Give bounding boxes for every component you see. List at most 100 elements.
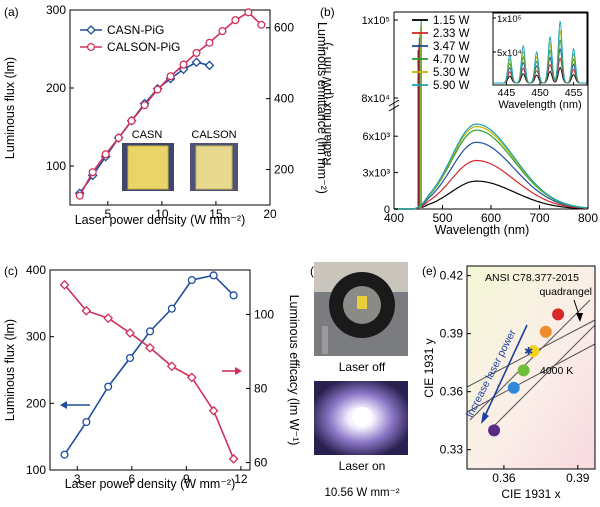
cct-label: 4000 K: [540, 365, 573, 377]
panel-c-axis-arrows: [60, 367, 242, 409]
e-ytick-label: 0.39: [440, 327, 464, 341]
ansi-quadrangle: [466, 299, 596, 426]
a-point-circle: [140, 101, 149, 110]
a-ytick-label: 300: [46, 3, 66, 17]
c-point-diamond: [208, 405, 219, 416]
c-point-circle: [167, 304, 176, 313]
panel-e-xlabel: CIE 1931 x: [501, 487, 560, 501]
b-xtick-label: 600: [481, 211, 501, 225]
quadrangle-label: quadrangel: [539, 286, 592, 298]
panel-e: (e) 0.36 0.390.330.360.390.42 increase la…: [422, 264, 596, 501]
a-xtick-label: 10: [155, 207, 169, 221]
e-chromaticity-point: [527, 345, 540, 358]
c-point-circle: [125, 353, 135, 363]
b-inset-line: [493, 66, 587, 84]
a-point-diamond: [204, 60, 215, 71]
a-xtick-label: 15: [209, 207, 223, 221]
a-legend-marker: [86, 42, 96, 52]
c-y2tick-label: 80: [254, 382, 268, 396]
b-spectrum-line: [394, 180, 588, 210]
a-point-circle: [114, 133, 123, 142]
a-point-circle: [75, 191, 84, 200]
a-point-circle: [244, 8, 253, 17]
c-y2tick-label: 100: [254, 307, 274, 321]
b-xtick-label: 500: [432, 211, 452, 225]
panel-b-tag: (b): [320, 5, 335, 19]
a-legend-label: CALSON-PiG: [107, 40, 180, 54]
b-ytick-label: 3x10³: [362, 168, 390, 180]
panel-b-legend: 1.15 W2.33 W3.47 W4.70 W5.30 W5.90 W: [412, 15, 470, 92]
panel-c-frame: [49, 269, 251, 471]
e-ytick-label: 0.33: [440, 443, 464, 457]
b-spectrum-line: [394, 159, 589, 210]
b-inset-line: [493, 20, 587, 84]
e-ytick-label: 0.42: [440, 269, 464, 283]
a-point-circle: [127, 116, 136, 125]
panel-a-frame: [69, 9, 271, 206]
b-xtick-label: 800: [578, 211, 598, 225]
a-point-circle: [231, 16, 240, 25]
e-chromaticity-point: [539, 325, 552, 338]
c-xtick-label: 12: [234, 472, 248, 486]
ansi-label: ANSI C78.377-2015: [485, 272, 579, 284]
panel-c-tag: (c): [4, 264, 18, 278]
c-point-circle: [82, 417, 91, 427]
b-xtick-label: 400: [384, 211, 404, 225]
b-inset-xtick-label: 450: [531, 87, 549, 99]
c-series-line: [63, 274, 235, 456]
b-inset-xlabel: Wavelength (nm): [498, 99, 581, 111]
c-point-circle: [145, 327, 155, 336]
b-legend-label: 1.15 W: [433, 15, 470, 27]
b-xtick-label: 700: [529, 211, 549, 225]
panel-a-ylabel: Luminous flux (lm): [3, 57, 17, 159]
photo-label-casn: CASN: [132, 129, 163, 141]
b-legend-label: 4.70 W: [433, 54, 470, 66]
a-ytick-label: 200: [46, 81, 66, 95]
b-ytick-upper-label: 1x10⁵: [362, 15, 390, 27]
a-point-circle: [192, 48, 201, 57]
power-density-caption: 10.56 W mm⁻²: [324, 487, 399, 499]
laser-off-label: Laser off: [339, 360, 386, 374]
laser-on-label: Laser on: [339, 459, 386, 473]
c-xtick-label: 6: [128, 472, 135, 486]
arrow-head-icon: [481, 412, 489, 424]
c-point-diamond: [125, 328, 135, 338]
c-point-circle: [187, 275, 196, 285]
b-inset-xtick-label: 455: [565, 87, 583, 99]
a-legend-marker: [86, 25, 96, 35]
panel-e-tag: (e): [422, 264, 437, 278]
a-xtick-label: 20: [263, 207, 277, 221]
panel-c: (c) 3 6 9 12 100 200 300 400 60 80 100 Laser power…: [3, 263, 301, 491]
a-y2tick-label: 600: [274, 21, 294, 35]
quad-pointer-icon: [576, 313, 583, 322]
panel-c-y2label: Luminous efficacy (lm W⁻¹): [287, 295, 301, 446]
a-point-circle: [257, 20, 266, 29]
e-chromaticity-point: [507, 381, 520, 394]
a-point-circle: [88, 168, 97, 177]
b-inset-ytick-label: 1x10⁵: [497, 14, 522, 25]
e-chromaticity-point: [552, 308, 565, 321]
panel-b: (b) 400 500 600 700 800 0 3x10³ 6x10³ 8x10⁴ 1x10⁵…: [320, 5, 598, 237]
e-xtick-label: 0.39: [566, 471, 590, 485]
c-point-diamond: [59, 279, 70, 290]
c-point-diamond: [81, 305, 92, 316]
b-ytick-upper-label: 8x10⁴: [361, 93, 390, 105]
b-legend-label: 2.33 W: [433, 28, 470, 40]
panel-d: (d) Laser off Laser on 10.56 W mm⁻²: [310, 262, 408, 499]
a-point-circle: [166, 72, 175, 81]
increase-power-arrow: [483, 324, 528, 419]
b-spectrum-line: [394, 123, 589, 210]
c-ytick-label: 400: [26, 263, 46, 277]
b-spectrum-line: [394, 125, 589, 210]
b-inset-ytick-label: 5x10⁴: [497, 48, 522, 59]
a-point-circle: [101, 150, 110, 159]
c-ytick-label: 100: [26, 463, 46, 477]
panel-a-xlabel: Laser power density (W mm⁻²): [75, 213, 246, 227]
b-legend-label: 5.30 W: [433, 67, 470, 79]
panel-a-legend: CASN-PiG CALSON-PiG: [80, 23, 180, 54]
a-point-diamond: [191, 57, 202, 68]
panel-a: (a) 5 10 15 20 100 200 300 200 400 600 CASN CALSO…: [3, 3, 329, 227]
b-spectrum-line: [394, 129, 589, 210]
c-y2tick-label: 60: [254, 456, 268, 470]
b-legend-label: 5.90 W: [433, 80, 470, 92]
